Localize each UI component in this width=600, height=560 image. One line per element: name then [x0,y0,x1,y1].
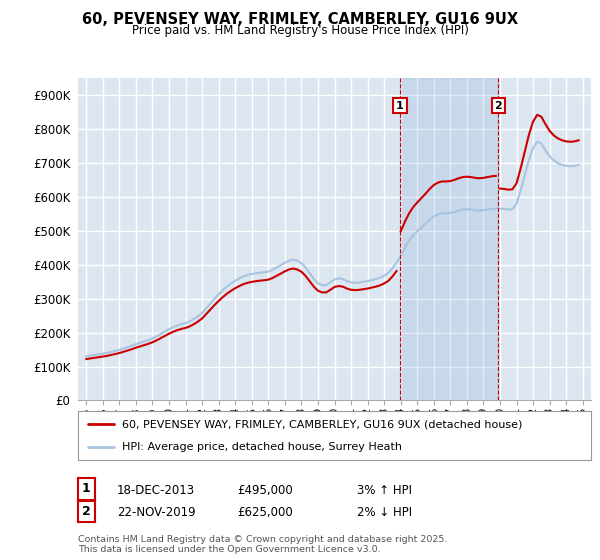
Text: 22-NOV-2019: 22-NOV-2019 [117,506,196,520]
Text: 1: 1 [82,482,91,496]
Text: 1: 1 [396,100,404,110]
Text: 2: 2 [82,505,91,518]
Text: 60, PEVENSEY WAY, FRIMLEY, CAMBERLEY, GU16 9UX (detached house): 60, PEVENSEY WAY, FRIMLEY, CAMBERLEY, GU… [122,419,522,430]
Text: 3% ↑ HPI: 3% ↑ HPI [357,484,412,497]
Bar [400,78,499,400]
Text: £625,000: £625,000 [237,506,293,520]
Text: Price paid vs. HM Land Registry's House Price Index (HPI): Price paid vs. HM Land Registry's House … [131,24,469,37]
Text: 2: 2 [494,100,502,110]
Text: 60, PEVENSEY WAY, FRIMLEY, CAMBERLEY, GU16 9UX: 60, PEVENSEY WAY, FRIMLEY, CAMBERLEY, GU… [82,12,518,27]
Text: HPI: Average price, detached house, Surrey Heath: HPI: Average price, detached house, Surr… [122,442,401,452]
Text: Contains HM Land Registry data © Crown copyright and database right 2025.
This d: Contains HM Land Registry data © Crown c… [78,535,448,554]
Text: 18-DEC-2013: 18-DEC-2013 [117,484,195,497]
Text: 2% ↓ HPI: 2% ↓ HPI [357,506,412,520]
Text: £495,000: £495,000 [237,484,293,497]
